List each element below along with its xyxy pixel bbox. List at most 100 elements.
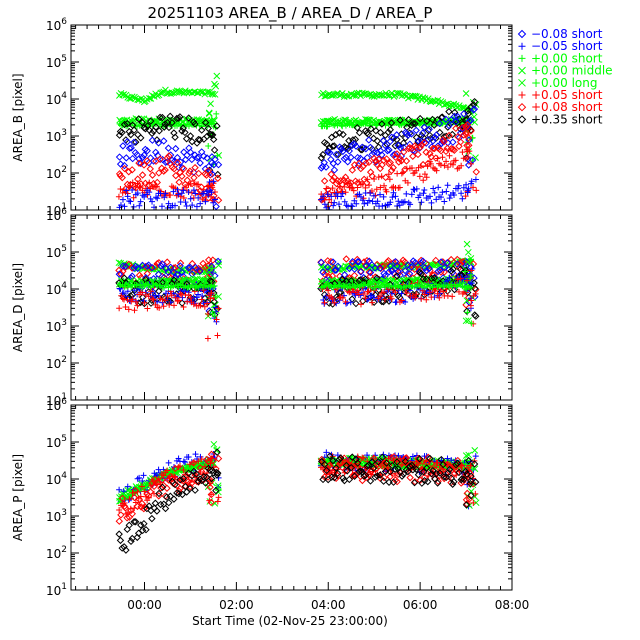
data-point bbox=[444, 164, 451, 171]
data-point bbox=[353, 200, 360, 207]
y-tick-label: 106 bbox=[46, 397, 67, 413]
data-point bbox=[137, 134, 145, 142]
data-point bbox=[320, 297, 327, 304]
data-point bbox=[416, 476, 424, 484]
data-point bbox=[394, 89, 402, 97]
data-point bbox=[427, 460, 436, 468]
data-point bbox=[450, 146, 459, 154]
data-point bbox=[207, 295, 214, 302]
data-point-outlier bbox=[212, 293, 219, 300]
data-point bbox=[404, 467, 412, 476]
data-point bbox=[404, 131, 412, 139]
data-point bbox=[189, 202, 196, 209]
data-point bbox=[421, 291, 428, 298]
data-point bbox=[418, 295, 425, 302]
data-point bbox=[115, 153, 124, 161]
data-point bbox=[452, 124, 460, 133]
y-tick-label: 106 bbox=[46, 17, 67, 33]
data-point bbox=[175, 297, 182, 304]
data-point bbox=[342, 189, 349, 196]
data-point bbox=[330, 166, 339, 174]
data-point bbox=[440, 263, 449, 272]
data-point bbox=[367, 190, 374, 197]
data-point bbox=[418, 162, 425, 169]
data-point bbox=[349, 122, 356, 129]
data-point bbox=[117, 186, 124, 193]
data-point bbox=[371, 264, 379, 272]
data-point bbox=[344, 144, 352, 153]
data-point bbox=[158, 260, 166, 268]
data-point bbox=[185, 188, 192, 195]
data-point bbox=[439, 189, 446, 196]
data-point bbox=[123, 187, 130, 194]
data-point bbox=[171, 133, 179, 141]
data-point bbox=[411, 258, 419, 267]
x-tick-labels: 00:00 02:00 04:00 06:00 08:00 bbox=[127, 598, 529, 612]
data-point-outlier bbox=[472, 176, 479, 183]
data-point bbox=[148, 263, 156, 272]
data-point bbox=[455, 142, 463, 150]
data-point bbox=[121, 504, 130, 512]
data-point bbox=[419, 275, 428, 283]
data-point bbox=[387, 133, 396, 141]
data-point bbox=[429, 284, 436, 291]
data-point bbox=[166, 301, 173, 308]
data-point bbox=[385, 171, 392, 178]
data-point bbox=[186, 132, 195, 140]
data-point bbox=[165, 200, 172, 207]
data-point bbox=[153, 478, 162, 487]
data-point bbox=[386, 472, 394, 481]
data-point bbox=[188, 155, 196, 164]
data-point bbox=[365, 136, 373, 144]
data-point bbox=[388, 295, 395, 302]
data-point bbox=[189, 459, 198, 467]
data-point bbox=[464, 277, 471, 284]
data-point bbox=[119, 142, 127, 150]
data-point bbox=[142, 493, 149, 500]
data-point bbox=[393, 131, 401, 139]
data-point bbox=[128, 166, 136, 174]
data-point bbox=[138, 171, 147, 179]
data-point bbox=[412, 294, 419, 301]
data-point bbox=[377, 184, 384, 191]
data-point bbox=[443, 158, 450, 165]
y-tick-label: 103 bbox=[46, 128, 67, 144]
data-point bbox=[197, 200, 204, 207]
data-point bbox=[459, 149, 466, 156]
data-point bbox=[370, 454, 378, 462]
data-point-outlier bbox=[463, 240, 471, 248]
data-point bbox=[151, 475, 160, 484]
data-point bbox=[185, 114, 193, 122]
data-point bbox=[127, 198, 134, 205]
data-point bbox=[454, 112, 462, 121]
data-point bbox=[366, 197, 373, 204]
data-point bbox=[447, 255, 455, 264]
data-point bbox=[425, 125, 433, 134]
data-point bbox=[208, 170, 216, 178]
data-point bbox=[120, 91, 128, 98]
data-point bbox=[404, 261, 412, 269]
data-point bbox=[191, 263, 200, 272]
data-point bbox=[129, 179, 136, 186]
data-point bbox=[175, 467, 183, 474]
data-point bbox=[408, 164, 415, 171]
data-point-outlier bbox=[208, 290, 215, 297]
y-tick-exponent: 5 bbox=[61, 54, 67, 64]
data-point bbox=[365, 288, 372, 295]
data-point bbox=[364, 176, 371, 183]
data-point bbox=[396, 116, 404, 124]
data-point-outlier bbox=[470, 184, 477, 191]
data-point bbox=[331, 266, 339, 275]
data-point bbox=[154, 270, 163, 279]
data-point bbox=[138, 153, 147, 162]
data-point-outlier bbox=[209, 256, 217, 264]
data-point bbox=[426, 283, 433, 290]
data-point bbox=[444, 292, 451, 299]
data-point-outlier bbox=[463, 146, 470, 153]
data-point-outlier bbox=[204, 335, 211, 342]
y-axis-label: AREA_D [pixel] bbox=[11, 263, 25, 352]
data-point bbox=[387, 454, 396, 462]
data-point bbox=[417, 269, 426, 278]
